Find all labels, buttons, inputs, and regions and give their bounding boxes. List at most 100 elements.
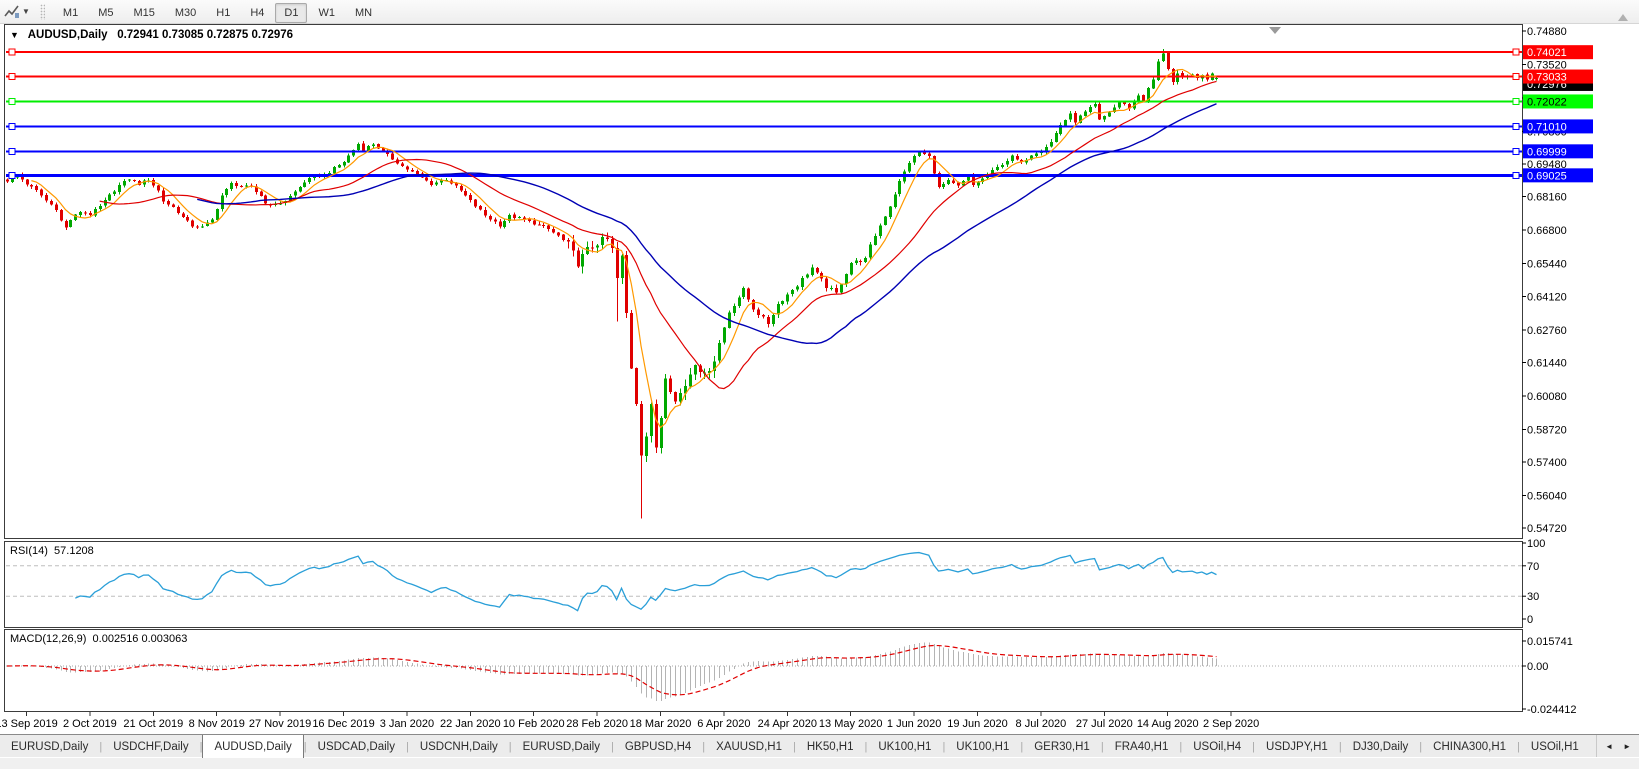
tab-usdcnh-daily[interactable]: USDCNH,Daily — [419, 740, 498, 753]
rsi-axis: 100 70 30 0 — [6, 538, 1545, 626]
tab-separator: | — [942, 740, 946, 753]
candles — [6, 49, 1218, 519]
tab-scroll-left-icon[interactable]: ◄ — [1605, 742, 1614, 751]
price-tag-0.73033: 0.73033 — [1523, 69, 1593, 84]
svg-text:0.58720: 0.58720 — [1527, 424, 1567, 436]
svg-text:27 Jul 2020: 27 Jul 2020 — [1076, 718, 1133, 730]
svg-text:70: 70 — [1527, 561, 1539, 573]
timeframe-m1[interactable]: M1 — [62, 6, 79, 19]
svg-text:13 May 2020: 13 May 2020 — [819, 718, 883, 730]
chart-shift-marker-icon[interactable] — [1269, 27, 1281, 34]
tab-uk100-h1[interactable]: UK100,H1 — [956, 740, 1010, 753]
macd-panel[interactable] — [4, 629, 1523, 712]
tab-separator: | — [610, 740, 614, 753]
hline-anchor — [8, 97, 16, 105]
tab-separator: | — [1517, 740, 1520, 753]
svg-text:8 Jul 2020: 8 Jul 2020 — [1016, 718, 1067, 730]
svg-text:2 Sep 2020: 2 Sep 2020 — [1203, 718, 1259, 730]
svg-text:0.66800: 0.66800 — [1527, 225, 1567, 237]
tab-ger30-h1[interactable]: GER30,H1 — [1034, 740, 1090, 753]
svg-text:0.68160: 0.68160 — [1527, 192, 1567, 204]
timeframe-w1[interactable]: W1 — [318, 6, 335, 19]
tab-eurusd-daily[interactable]: EURUSD,Daily — [11, 740, 89, 753]
tab-usdjpy-h1[interactable]: USDJPY,H1 — [1266, 740, 1328, 753]
svg-text:6 Apr 2020: 6 Apr 2020 — [697, 718, 750, 730]
timeframe-m5[interactable]: M5 — [98, 6, 114, 19]
timeframe-h4[interactable]: H4 — [250, 6, 265, 19]
tab-usoil-h4[interactable]: USOil,H4 — [1193, 740, 1242, 753]
svg-text:0.74021: 0.74021 — [1527, 47, 1567, 59]
tab-separator: | — [508, 740, 512, 753]
timeframe-mn[interactable]: MN — [354, 6, 373, 19]
tab-china300-h1[interactable]: CHINA300,H1 — [1433, 740, 1507, 753]
tab-hk50-h1[interactable]: HK50,H1 — [806, 740, 854, 753]
svg-text:0.69480: 0.69480 — [1527, 159, 1567, 171]
timeframe-m30[interactable]: M30 — [174, 6, 197, 19]
hline-anchor — [1512, 97, 1520, 105]
chart-tabs: EURUSD,Daily | USDCHF,Daily | AUDUSD,Daily | U… — [0, 735, 1596, 758]
svg-text:0.015741: 0.015741 — [1527, 636, 1573, 648]
macd-histogram — [12, 642, 1217, 702]
svg-text:28 Feb 2020: 28 Feb 2020 — [566, 718, 628, 730]
rsi-panel[interactable] — [4, 541, 1523, 628]
svg-text:0: 0 — [1527, 614, 1533, 626]
timeframe-m15[interactable]: M15 — [133, 6, 155, 19]
svg-text:0.56040: 0.56040 — [1527, 490, 1567, 502]
svg-text:0.73520: 0.73520 — [1527, 60, 1567, 72]
tab-separator: | — [1100, 740, 1104, 753]
timeframe-buttons: M1 M5 M15 M30 H1 H4 D1 W1 MN — [53, 2, 382, 23]
scroll-up-icon[interactable] — [1618, 14, 1628, 21]
svg-text:22 Jan 2020: 22 Jan 2020 — [440, 718, 501, 730]
tab-separator: | — [199, 740, 203, 753]
chart-ohlc-values: 0.72941 0.73085 0.72875 0.72976 — [117, 29, 294, 41]
tab-dj30-daily[interactable]: DJ30,Daily — [1352, 740, 1409, 753]
tab-gbpusd-h4[interactable]: GBPUSD,H4 — [624, 740, 692, 753]
time-axis: 13 Sep 2019 2 Oct 2019 21 Oct 2019 8 Nov 20… — [0, 712, 1259, 730]
macd-axis: 0.015741 0.00 -0.024412 — [6, 636, 1577, 716]
tab-scroll-right-icon[interactable]: ► — [1623, 742, 1631, 751]
tab-xauusd-h1[interactable]: XAUUSD,H1 — [716, 740, 782, 753]
macd-values: 0.002516 0.003063 — [92, 633, 188, 645]
timeframe-d1[interactable]: D1 — [275, 2, 308, 23]
svg-text:0.62760: 0.62760 — [1527, 325, 1567, 337]
chevron-down-icon[interactable]: ▼ — [22, 7, 30, 16]
chart-tool-icon[interactable] — [2, 3, 22, 21]
status-strip — [0, 757, 1639, 769]
svg-text:16 Dec 2019: 16 Dec 2019 — [312, 718, 374, 730]
svg-text:0.65440: 0.65440 — [1527, 259, 1567, 271]
svg-text:0.74880: 0.74880 — [1527, 26, 1567, 38]
macd-label: MACD(12,26,9) 0.002516 0.003063 — [10, 633, 188, 645]
svg-text:18 Mar 2020: 18 Mar 2020 — [630, 718, 692, 730]
price-tags: 0.729760.740210.730330.720220.710100.699… — [1523, 45, 1593, 183]
chart-tab-bar: EURUSD,Daily | USDCHF,Daily | AUDUSD,Daily | U… — [0, 734, 1639, 758]
hline-anchor — [8, 147, 16, 155]
tab-separator: | — [864, 740, 868, 753]
tab-eurusd-daily[interactable]: EURUSD,Daily — [522, 740, 600, 753]
ma-40-line — [197, 103, 1217, 345]
hline-anchor — [1512, 48, 1520, 56]
tab-fra40-h1[interactable]: FRA40,H1 — [1114, 740, 1169, 753]
ma-6-line — [31, 68, 1217, 429]
tab-usdchf-daily[interactable]: USDCHF,Daily — [113, 740, 189, 753]
svg-text:0.69999: 0.69999 — [1527, 146, 1567, 158]
horizontal-lines — [6, 48, 1522, 179]
tab-usoil-h1[interactable]: USOil,H1 — [1530, 740, 1579, 753]
tab-uk100-h1[interactable]: UK100,H1 — [878, 740, 932, 753]
hline-anchor — [1512, 122, 1520, 130]
collapse-triangle-icon[interactable]: ▼ — [10, 30, 19, 40]
tab-separator: | — [99, 740, 103, 753]
tab-scroll-arrows: ◄ ► — [1596, 735, 1639, 758]
tab-separator: | — [792, 740, 796, 753]
tab-separator: | — [1252, 740, 1256, 753]
price-tag-0.74021: 0.74021 — [1523, 45, 1593, 60]
svg-text:1 Jun 2020: 1 Jun 2020 — [887, 718, 941, 730]
tab-usdcad-daily[interactable]: USDCAD,Daily — [317, 740, 395, 753]
svg-text:30: 30 — [1527, 591, 1539, 603]
timeframe-h1[interactable]: H1 — [216, 6, 231, 19]
main-chart-panel[interactable] — [4, 24, 1523, 539]
tab-separator: | — [1020, 740, 1024, 753]
chart-title: ▼ AUDUSD,Daily 0.72941 0.73085 0.72875 0… — [10, 29, 293, 41]
hline-anchor — [1512, 147, 1520, 155]
svg-text:2 Oct 2019: 2 Oct 2019 — [63, 718, 117, 730]
tab-audusd-daily[interactable]: AUDUSD,Daily — [202, 735, 304, 758]
